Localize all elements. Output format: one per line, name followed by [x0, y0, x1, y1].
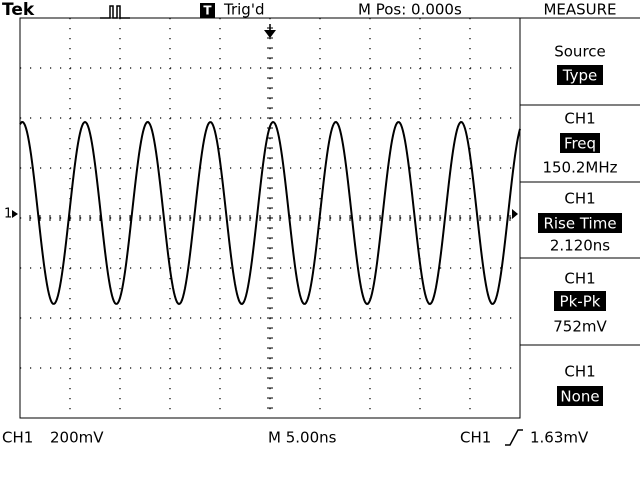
- menu-title: MEASURE: [543, 1, 616, 19]
- trigger-source: CH1: [460, 429, 491, 447]
- channel-marker-arrow: [12, 210, 18, 218]
- highlight: [560, 133, 600, 153]
- trigger-status: Trig'd: [223, 1, 264, 19]
- trig-icon-letter: T: [203, 4, 212, 18]
- waveform: [19, 120, 521, 306]
- menu-type: Freq: [564, 135, 596, 153]
- menu-type: None: [560, 388, 599, 406]
- menu-type: Pk-Pk: [560, 293, 601, 311]
- position: M Pos: 0.000s: [358, 1, 462, 19]
- channel-marker: 1: [4, 207, 12, 222]
- timebase: M 5.00ns: [268, 429, 337, 447]
- trigger-position-marker: [264, 30, 276, 38]
- menu-measure-3[interactable]: CH1 Pk-Pk 752mV: [553, 270, 607, 336]
- highlight: [554, 291, 606, 311]
- menu-channel: CH1: [564, 270, 595, 288]
- volts-per-div: 200mV: [50, 429, 104, 447]
- trigger-level: 1.63mV: [530, 429, 589, 447]
- menu-type: Rise Time: [543, 215, 616, 233]
- menu-source[interactable]: Source Type: [554, 43, 606, 86]
- menu-label: Source: [554, 43, 606, 61]
- highlight: [557, 386, 603, 406]
- menu-reading: 2.120ns: [550, 237, 610, 255]
- footer-channel: CH1: [2, 429, 33, 447]
- menu-measure-2[interactable]: CH1 Rise Time 2.120ns: [538, 190, 622, 255]
- highlight: [538, 213, 622, 233]
- highlight: [557, 65, 603, 85]
- menu-measure-4[interactable]: CH1 None: [557, 363, 603, 407]
- menu-reading: 752mV: [553, 318, 607, 336]
- menu-value: Type: [562, 67, 597, 85]
- menu-measure-1[interactable]: CH1 Freq 150.2MHz: [542, 110, 617, 177]
- graticule-border: [19, 17, 521, 419]
- trigger-level-marker: [512, 209, 518, 219]
- brand: Tek: [2, 0, 35, 20]
- trig-icon: [200, 3, 215, 18]
- menu-channel: CH1: [564, 110, 595, 128]
- menu-channel: CH1: [564, 363, 595, 381]
- menu-channel: CH1: [564, 190, 595, 208]
- graticule: [19, 17, 521, 419]
- menu-reading: 150.2MHz: [542, 159, 617, 177]
- slope-icon: [505, 429, 523, 446]
